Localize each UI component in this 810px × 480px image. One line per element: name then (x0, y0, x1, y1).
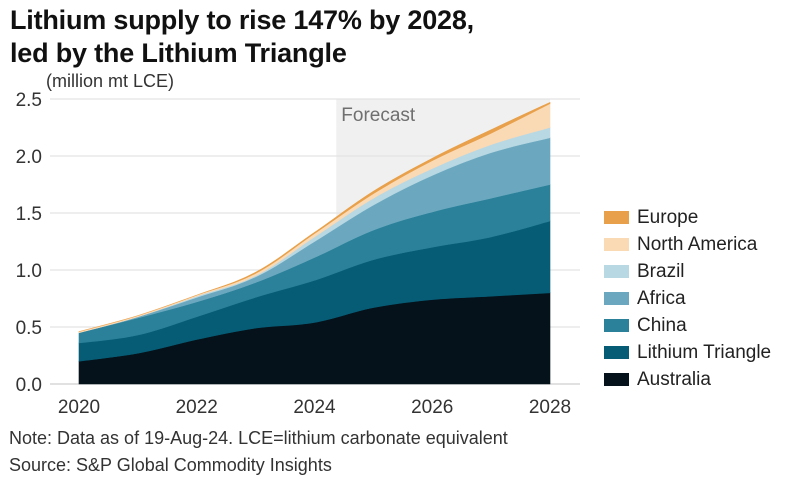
area-europe (78, 101, 551, 332)
legend-label: North America (637, 233, 758, 255)
legend-label: Australia (637, 368, 711, 390)
legend-item-africa: Africa (604, 285, 771, 312)
x-tick-label: 2028 (529, 397, 571, 418)
y-tick-label: 1.5 (16, 204, 42, 225)
y-tick-label: 0.5 (16, 318, 42, 339)
y-tick-label: 2.0 (16, 147, 42, 168)
legend-swatch (604, 211, 629, 224)
chart-legend: Europe North America Brazil Africa China Lith… (604, 204, 771, 393)
chart-title: Lithium supply to rise 147% by 2028, led… (10, 4, 474, 70)
legend-swatch (604, 292, 629, 305)
legend-label: Brazil (637, 260, 685, 282)
legend-swatch (604, 319, 629, 332)
forecast-label: Forecast (341, 105, 416, 126)
legend-item-brazil: Brazil (604, 258, 771, 285)
legend-item-china: China (604, 312, 771, 339)
legend-item-north-america: North America (604, 231, 771, 258)
y-axis-unit-label: (million mt LCE) (46, 71, 175, 91)
x-tick-label: 2020 (58, 397, 100, 418)
legend-item-australia: Australia (604, 366, 771, 393)
legend-item-europe: Europe (604, 204, 771, 231)
chart-title-line-1: Lithium supply to rise 147% by 2028, (10, 5, 474, 35)
chart-footer: Note: Data as of 19-Aug-24. LCE=lithium … (9, 425, 508, 479)
legend-swatch (604, 238, 629, 251)
legend-label: Lithium Triangle (637, 341, 772, 363)
x-tick-label: 2024 (293, 397, 336, 418)
legend-label: Africa (637, 287, 686, 309)
legend-label: China (637, 314, 687, 336)
chart-title-line-2: led by the Lithium Triangle (10, 38, 347, 68)
legend-swatch (604, 265, 629, 278)
source-note: Source: S&P Global Commodity Insights (9, 455, 332, 475)
y-tick-label: 2.5 (16, 90, 42, 111)
legend-item-lithium-triangle: Lithium Triangle (604, 339, 771, 366)
x-tick-label: 2026 (411, 397, 453, 418)
footnote: Note: Data as of 19-Aug-24. LCE=lithium … (9, 428, 508, 448)
x-tick-label: 2022 (176, 397, 218, 418)
legend-swatch (604, 346, 629, 359)
legend-label: Europe (637, 206, 699, 228)
legend-swatch (604, 373, 629, 386)
y-tick-label: 0.0 (16, 375, 42, 396)
y-tick-label: 1.0 (16, 261, 42, 282)
